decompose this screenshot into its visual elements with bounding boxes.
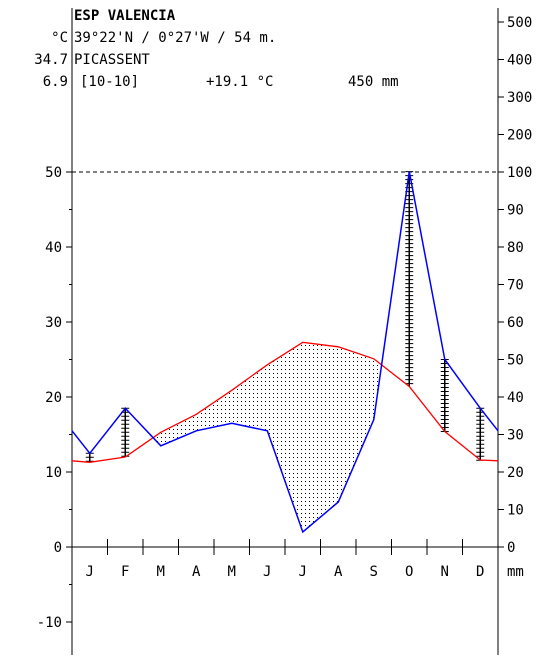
min-temperature: 6.9: [43, 74, 68, 90]
right-tick-label: 90: [507, 203, 524, 219]
right-tick-label: 60: [507, 315, 524, 331]
right-tick-label: 0: [507, 540, 515, 556]
left-tick-label: 50: [45, 165, 62, 181]
mean-temperature: +19.1 °C: [206, 74, 273, 90]
left-tick-label: 30: [45, 315, 62, 331]
month-label: N: [441, 564, 449, 580]
month-label: J: [86, 564, 94, 580]
station-title: ESP VALENCIA: [74, 8, 176, 24]
precipitation-line: [71, 171, 499, 534]
coordinates: 39°22'N / 0°27'W / 54 m.: [74, 30, 276, 46]
max-temperature: 34.7: [34, 52, 68, 68]
observation-years: [10-10]: [80, 74, 139, 90]
left-tick-label: 40: [45, 240, 62, 256]
precip-unit-label: mm: [507, 564, 524, 580]
month-label: D: [476, 564, 484, 580]
left-tick-label: -10: [37, 615, 62, 631]
temperature-line: [71, 341, 499, 463]
left-tick-label: 10: [45, 465, 62, 481]
month-label: J: [263, 564, 271, 580]
right-tick-label: 20: [507, 465, 524, 481]
month-label: M: [228, 564, 236, 580]
month-label: J: [299, 564, 307, 580]
annual-precipitation: 450 mm: [348, 74, 399, 90]
place-name: PICASSENT: [74, 52, 150, 68]
left-tick-label: 20: [45, 390, 62, 406]
right-tick-label: 30: [507, 428, 524, 444]
right-tick-label: 500: [507, 15, 532, 31]
right-tick-label: 80: [507, 240, 524, 256]
right-tick-label: 40: [507, 390, 524, 406]
right-tick-label: 10: [507, 503, 524, 519]
left-tick-label: 0: [54, 540, 62, 556]
unit-label: °C: [51, 30, 68, 46]
month-label: S: [370, 564, 378, 580]
dry-period-fill: [153, 342, 382, 532]
month-label: F: [121, 564, 129, 580]
right-tick-label: 50: [507, 353, 524, 369]
month-label: A: [192, 564, 201, 580]
month-label: M: [157, 564, 165, 580]
right-tick-label: 100: [507, 165, 532, 181]
right-tick-label: 400: [507, 53, 532, 69]
right-tick-label: 70: [507, 278, 524, 294]
month-label: A: [334, 564, 343, 580]
right-tick-label: 200: [507, 128, 532, 144]
right-tick-label: 300: [507, 90, 532, 106]
month-label: O: [405, 564, 413, 580]
